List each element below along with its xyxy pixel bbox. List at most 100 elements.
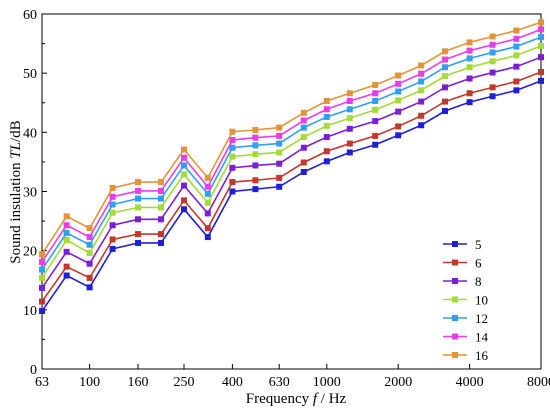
data-point — [229, 128, 236, 135]
data-point — [441, 64, 448, 71]
legend-label: 14 — [475, 330, 489, 345]
data-point — [323, 122, 330, 129]
legend-swatch-marker — [452, 259, 458, 266]
x-tick-label: 1000 — [313, 375, 341, 390]
x-tick-label: 400 — [222, 375, 243, 390]
data-point — [346, 106, 353, 113]
data-point — [180, 146, 187, 153]
legend-item: 12 — [443, 311, 488, 326]
series-5 — [39, 77, 544, 315]
x-tick-label: 630 — [269, 375, 290, 390]
data-point — [466, 90, 473, 97]
data-point — [441, 108, 448, 115]
series-line — [41, 56, 542, 289]
legend-swatch-marker — [452, 278, 458, 284]
data-point — [86, 234, 93, 241]
data-point — [418, 62, 425, 69]
data-point — [204, 174, 211, 181]
data-point — [158, 179, 164, 186]
data-point — [39, 258, 45, 265]
data-point — [276, 124, 283, 131]
data-point — [252, 151, 259, 158]
x-tick-label: 63 — [35, 375, 49, 390]
data-point — [252, 162, 259, 169]
data-point — [204, 210, 211, 217]
data-point — [276, 160, 283, 167]
x-tick-label: 4000 — [456, 375, 484, 390]
data-point — [86, 274, 93, 281]
legend-label: 12 — [475, 311, 488, 326]
data-point — [252, 126, 259, 133]
legend-label: 16 — [475, 348, 489, 363]
data-point — [489, 41, 496, 48]
data-point — [513, 52, 520, 59]
data-point — [441, 73, 448, 80]
data-point — [418, 98, 425, 105]
data-point — [86, 250, 93, 257]
data-point — [372, 97, 379, 104]
data-point — [229, 144, 236, 151]
data-point — [418, 87, 425, 94]
data-point — [109, 209, 116, 216]
data-point — [109, 245, 116, 252]
data-point — [63, 229, 70, 236]
series-6 — [39, 68, 544, 305]
y-tick-label: 30 — [23, 186, 37, 201]
data-point — [229, 137, 236, 144]
data-point — [180, 154, 187, 161]
data-point — [300, 109, 307, 116]
data-point — [466, 39, 473, 46]
data-point — [489, 33, 496, 40]
data-point — [538, 26, 544, 33]
data-point — [276, 174, 283, 181]
data-point — [372, 82, 379, 88]
y-tick-label: 40 — [23, 126, 37, 141]
legend-label: 5 — [475, 237, 482, 252]
data-point — [513, 43, 520, 50]
series-line — [41, 71, 542, 303]
data-point — [323, 106, 330, 113]
data-point — [86, 225, 93, 232]
data-point — [489, 58, 496, 65]
data-point — [346, 149, 353, 156]
data-point — [39, 266, 45, 273]
series-line — [41, 45, 542, 279]
legend-label: 6 — [475, 256, 482, 271]
data-point — [441, 84, 448, 91]
series-14 — [39, 26, 544, 265]
data-point — [158, 239, 164, 246]
data-point — [418, 70, 425, 77]
data-point — [513, 63, 520, 70]
series-10 — [39, 42, 544, 281]
data-point — [466, 55, 473, 62]
data-point — [395, 88, 402, 95]
data-point — [109, 222, 116, 229]
x-axis-title-prefix: Frequency — [246, 391, 313, 407]
data-point — [489, 93, 496, 100]
series-line — [41, 21, 542, 255]
data-point — [204, 234, 211, 241]
data-point — [346, 90, 353, 97]
data-point — [300, 134, 307, 141]
data-point — [418, 78, 425, 85]
data-point — [372, 118, 379, 125]
data-point — [395, 132, 402, 139]
legend-label: 10 — [475, 293, 488, 308]
data-point — [395, 97, 402, 104]
data-point — [86, 260, 93, 267]
data-point — [538, 42, 544, 49]
data-point — [204, 183, 211, 190]
data-point — [109, 193, 116, 200]
series-8 — [39, 54, 544, 291]
data-point — [300, 168, 307, 175]
plot-frame — [41, 13, 542, 370]
data-point — [204, 190, 211, 197]
x-axis-title: Frequency f / Hz — [246, 391, 347, 407]
legend-item: 8 — [443, 274, 482, 289]
data-point — [323, 158, 330, 165]
data-point — [204, 199, 211, 206]
data-point — [395, 123, 402, 130]
data-point — [395, 72, 402, 79]
legend-label: 8 — [475, 274, 482, 289]
